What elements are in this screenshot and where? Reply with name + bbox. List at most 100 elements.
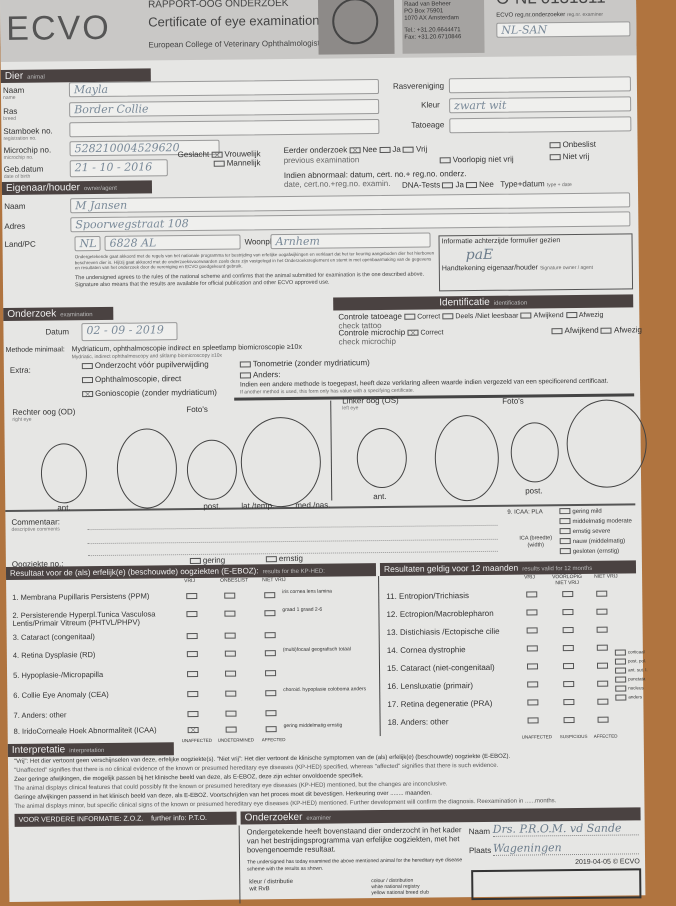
result-checkbox[interactable] — [187, 690, 199, 698]
prev-unaffected-checkbox[interactable] — [402, 146, 415, 153]
result-checkbox[interactable] — [224, 610, 236, 617]
country-field[interactable]: NL — [74, 235, 101, 252]
result-checkbox[interactable] — [526, 591, 538, 598]
breed-club-field[interactable] — [448, 76, 631, 94]
result-checkbox[interactable] — [186, 610, 198, 618]
result-checkbox[interactable] — [596, 590, 608, 597]
result-checkbox[interactable] — [562, 591, 574, 598]
prev-suspicious-checkbox[interactable] — [439, 157, 451, 164]
result-checkbox[interactable] — [225, 710, 237, 717]
extra-direct-checkbox[interactable] — [81, 376, 94, 384]
result-checkbox[interactable] — [225, 690, 237, 697]
dna-no-checkbox[interactable] — [466, 181, 478, 189]
tattoo-afwezig-checkbox[interactable] — [565, 311, 577, 318]
result-checkbox[interactable] — [526, 645, 538, 652]
result-checkbox[interactable] — [265, 710, 277, 717]
result-checkbox[interactable] — [225, 670, 237, 677]
result-checkbox[interactable] — [187, 670, 199, 678]
ica-closed-checkbox[interactable] — [559, 548, 571, 555]
chip-correct-checkbox[interactable] — [407, 329, 419, 336]
examiner-name-field[interactable]: Drs. P.R.O.M. vd Sande — [492, 821, 639, 837]
tattoo-afwijkend-checkbox[interactable] — [520, 312, 532, 319]
tattoo-partly-checkbox[interactable] — [442, 313, 454, 320]
extra-gonioscopy-checkbox[interactable] — [82, 390, 94, 398]
result-checkbox[interactable] — [265, 690, 277, 697]
pla-mild-checkbox[interactable] — [559, 508, 571, 515]
town-field[interactable]: Arnhem — [270, 232, 431, 250]
breed-field[interactable]: Border Collie — [69, 99, 380, 118]
examiner-signature-box[interactable] — [471, 868, 642, 901]
chip-afwezig-checkbox[interactable] — [600, 327, 613, 334]
ernstig-checkbox[interactable] — [265, 556, 277, 563]
result-checkbox[interactable] — [186, 650, 198, 658]
owner-address-field[interactable]: Spoorwegstraat 108 — [70, 211, 631, 233]
result-checkbox[interactable] — [224, 592, 236, 599]
postcode-field[interactable]: 6828 AL — [104, 234, 241, 251]
dob-field[interactable]: 21 - 10 - 2016 — [69, 159, 168, 178]
tattoo-field[interactable] — [449, 116, 632, 134]
gering-checkbox[interactable] — [189, 557, 201, 564]
result-checkbox[interactable] — [526, 609, 538, 616]
pla-severe-checkbox[interactable] — [559, 528, 571, 535]
colour-field[interactable]: zwart wit — [449, 96, 632, 114]
signature-box[interactable]: Informatie achterzijde formulier gezien … — [438, 233, 634, 292]
result-checkbox[interactable] — [224, 650, 236, 657]
result-checkbox[interactable] — [562, 663, 575, 670]
extra-before-dilation-checkbox[interactable] — [81, 362, 93, 370]
result-checkbox[interactable] — [265, 726, 277, 733]
result-checkbox[interactable] — [563, 699, 575, 706]
result-checkbox[interactable] — [596, 608, 608, 615]
extra-other-checkbox[interactable] — [239, 372, 251, 379]
result-checkbox[interactable] — [526, 627, 538, 634]
studbook-field[interactable] — [69, 119, 380, 138]
cataract-sub-checkbox[interactable] — [615, 667, 627, 674]
result-checkbox[interactable] — [264, 632, 276, 639]
examiner-reg-field[interactable]: NL-SAN — [496, 21, 631, 38]
prev-yes-checkbox[interactable] — [379, 146, 391, 153]
owner-name-field[interactable]: M Jansen — [70, 192, 631, 214]
extra-tonometry-checkbox[interactable] — [239, 361, 251, 368]
comment-line[interactable] — [87, 538, 498, 545]
result-checkbox[interactable] — [527, 699, 539, 706]
result-checkbox[interactable] — [527, 681, 539, 688]
result-checkbox[interactable] — [562, 627, 574, 634]
result-checkbox[interactable] — [596, 626, 608, 633]
result-checkbox[interactable] — [264, 610, 276, 617]
female-checkbox[interactable] — [211, 151, 223, 158]
result-checkbox[interactable] — [264, 592, 276, 599]
result-checkbox[interactable] — [265, 670, 277, 677]
ica-narrow-checkbox[interactable] — [559, 538, 571, 545]
result-checkbox[interactable] — [527, 717, 539, 724]
result-checkbox[interactable] — [186, 632, 198, 640]
cataract-sub-checkbox[interactable] — [614, 658, 626, 665]
animal-name-field[interactable]: Mayla — [68, 79, 380, 98]
chip-afwijkend-checkbox[interactable] — [551, 328, 563, 335]
result-checkbox[interactable] — [597, 716, 609, 723]
cataract-sub-checkbox[interactable] — [615, 676, 627, 683]
result-checkbox[interactable] — [596, 662, 609, 669]
result-checkbox[interactable] — [597, 680, 609, 687]
result-checkbox[interactable] — [597, 698, 609, 705]
result-checkbox[interactable] — [562, 609, 574, 616]
cataract-sub-checkbox[interactable] — [615, 694, 627, 701]
male-checkbox[interactable] — [213, 160, 225, 167]
result-checkbox[interactable] — [187, 726, 199, 734]
result-checkbox[interactable] — [224, 632, 236, 639]
prev-no-checkbox[interactable] — [349, 147, 361, 154]
prev-undetermined-checkbox[interactable] — [549, 142, 561, 149]
exam-date-field[interactable]: 02 - 09 - 2019 — [81, 322, 178, 342]
cataract-sub-checkbox[interactable] — [615, 685, 627, 692]
result-checkbox[interactable] — [563, 717, 575, 724]
result-checkbox[interactable] — [264, 650, 276, 657]
dna-yes-checkbox[interactable] — [442, 182, 454, 189]
examiner-place-field[interactable]: Wageningen — [492, 840, 639, 856]
result-checkbox[interactable] — [563, 681, 575, 688]
result-checkbox[interactable] — [187, 710, 199, 718]
tattoo-correct-checkbox[interactable] — [404, 313, 416, 320]
result-checkbox[interactable] — [225, 726, 237, 733]
result-checkbox[interactable] — [186, 592, 198, 600]
pla-moderate-checkbox[interactable] — [559, 518, 571, 525]
result-checkbox[interactable] — [596, 644, 608, 651]
result-checkbox[interactable] — [562, 645, 574, 652]
cataract-sub-checkbox[interactable] — [614, 649, 626, 656]
